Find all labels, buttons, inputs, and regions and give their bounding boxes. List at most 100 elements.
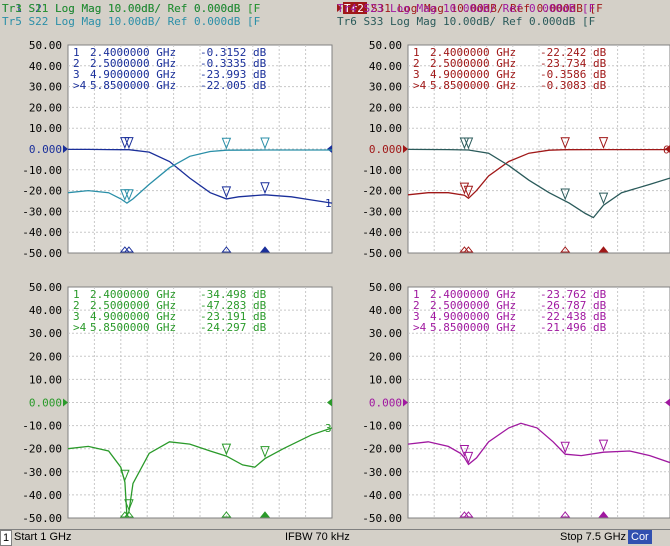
y-tick-label: 0.000 xyxy=(29,143,62,156)
stop-frequency[interactable]: Stop 7.5 GHz xyxy=(560,531,627,543)
pane-p4: Tr4 S23 Log Mag 10.00dB/ Ref 0.000dB [F 5… xyxy=(337,2,670,525)
y-tick-label: 0.000 xyxy=(369,397,402,410)
y-tick-label: -40.00 xyxy=(362,226,402,239)
stimulus-marker-icon xyxy=(463,511,474,518)
marker-triangle-icon xyxy=(463,451,474,464)
y-tick-label: -50.00 xyxy=(22,247,62,260)
marker-triangle-icon xyxy=(260,182,270,195)
y-tick-label: 10.00 xyxy=(369,373,402,386)
y-tick-label: 0.000 xyxy=(369,143,402,156)
y-tick-label: -50.00 xyxy=(362,247,402,260)
trace-s22 xyxy=(67,149,332,204)
marker-number: >4 xyxy=(73,79,87,92)
y-tick-label: 10.00 xyxy=(29,122,62,135)
marker-number: 2 xyxy=(413,299,420,312)
marker-number: 3 xyxy=(413,68,420,81)
marker-triangle-icon xyxy=(463,137,474,150)
marker-triangle-icon xyxy=(560,188,570,201)
trace-end-label: 3 xyxy=(325,422,332,435)
ref-right-icon xyxy=(327,145,332,153)
marker-number: >4 xyxy=(413,321,427,334)
pane-p2: Tr2 S31 Log Mag 10.00dB/ Ref 0.000dB [FTr… xyxy=(337,2,670,260)
stimulus-marker-icon xyxy=(259,246,271,253)
status-bar: 1 Start 1 GHz IFBW 70 kHz Stop 7.5 GHz C… xyxy=(0,529,670,546)
marker-triangle-icon xyxy=(598,439,609,452)
stimulus-marker-icon xyxy=(598,511,609,518)
y-tick-label: 20.00 xyxy=(369,101,402,114)
ref-left-icon xyxy=(63,145,68,153)
marker-number: 3 xyxy=(73,310,80,323)
trace-header: Tr4 S23 Log Mag 10.00dB/ Ref 0.000dB [F xyxy=(337,2,595,15)
ref-left-icon xyxy=(63,398,68,407)
stimulus-marker-icon xyxy=(221,246,232,253)
marker-number: 1 xyxy=(413,288,420,301)
stimulus-marker-icon xyxy=(560,511,571,518)
marker-frequency: 5.8500000 GHz xyxy=(430,321,516,334)
pane-p1: Tr1 S21 Log Mag 10.00dB/ Ref 0.000dB [FT… xyxy=(2,2,333,260)
marker-value: -21.496 dB xyxy=(540,321,607,334)
marker-value: -23.993 dB xyxy=(200,68,267,81)
trace-s31 xyxy=(407,148,670,200)
marker-value: -0.3586 dB xyxy=(540,68,607,81)
marker-value: -0.3152 dB xyxy=(200,46,267,59)
marker-frequency: 4.9000000 GHz xyxy=(430,310,516,323)
marker-value: -0.3083 dB xyxy=(540,79,607,92)
marker-triangle-icon xyxy=(221,186,232,199)
marker-value: -23.734 dB xyxy=(540,57,607,70)
marker-value: -22.438 dB xyxy=(540,310,607,323)
marker-value: -23.762 dB xyxy=(540,288,607,301)
marker-number: >4 xyxy=(73,321,87,334)
plot-area[interactable]: Tr1 S21 Log Mag 10.00dB/ Ref 0.000dB [FT… xyxy=(0,0,670,529)
trace-header: Tr6 S33 Log Mag 10.00dB/ Ref 0.000dB [F xyxy=(337,15,595,28)
marker-number: 2 xyxy=(73,57,80,70)
marker-triangle-icon xyxy=(463,185,474,198)
y-tick-label: -10.00 xyxy=(362,164,402,177)
marker-number: 1 xyxy=(73,288,80,301)
y-tick-label: 50.00 xyxy=(29,39,62,52)
y-tick-label: -20.00 xyxy=(22,443,62,456)
marker-triangle-icon xyxy=(124,499,134,512)
trace-s23 xyxy=(407,422,670,466)
marker-frequency: 4.9000000 GHz xyxy=(430,68,516,81)
y-tick-label: 40.00 xyxy=(369,60,402,73)
ref-left-icon xyxy=(403,398,408,407)
y-tick-label: 20.00 xyxy=(369,350,402,363)
trace-end-label: 1 xyxy=(325,197,332,210)
y-tick-label: 10.00 xyxy=(369,122,402,135)
trace-header: Tr5 S22 Log Mag 10.00dB/ Ref 0.000dB [F xyxy=(2,15,260,28)
y-tick-label: 20.00 xyxy=(29,101,62,114)
marker-number: 1 xyxy=(73,46,80,59)
marker-triangle-icon xyxy=(124,189,134,202)
marker-value: -22.242 dB xyxy=(540,46,607,59)
marker-frequency: 4.9000000 GHz xyxy=(90,68,176,81)
trace-end-label: 6 xyxy=(663,144,670,157)
marker-value: -24.297 dB xyxy=(200,321,267,334)
ref-right-icon xyxy=(665,398,670,407)
y-tick-label: 20.00 xyxy=(29,350,62,363)
y-tick-label: 30.00 xyxy=(369,81,402,94)
y-tick-label: -30.00 xyxy=(22,466,62,479)
marker-number: 3 xyxy=(73,68,80,81)
start-frequency[interactable]: Start 1 GHz xyxy=(14,531,72,543)
marker-triangle-icon xyxy=(260,137,270,150)
correction-badge[interactable]: Cor xyxy=(628,530,652,544)
trace-header: Tr3 S11 Log Mag 10.00dB/ Ref 0.000dB [F xyxy=(2,2,260,15)
marker-number: >4 xyxy=(413,79,427,92)
channel-number[interactable]: 1 xyxy=(0,530,12,546)
marker-value: -23.191 dB xyxy=(200,310,267,323)
y-tick-label: 50.00 xyxy=(369,281,402,294)
marker-frequency: 2.4000000 GHz xyxy=(90,288,176,301)
active-trace-tag xyxy=(343,2,367,14)
marker-triangle-icon xyxy=(120,469,130,482)
marker-frequency: 2.4000000 GHz xyxy=(430,46,516,59)
pane-p3: Tr3 S11 Log Mag 10.00dB/ Ref 0.000dB [F 5… xyxy=(2,2,333,525)
marker-triangle-icon xyxy=(459,444,470,457)
ref-right-icon xyxy=(327,398,332,407)
y-tick-label: 10.00 xyxy=(29,373,62,386)
marker-triangle-icon xyxy=(560,137,570,150)
ifbw-value[interactable]: IFBW 70 kHz xyxy=(285,531,350,543)
stimulus-marker-icon xyxy=(221,511,232,518)
marker-triangle-icon xyxy=(598,192,609,205)
y-tick-label: -30.00 xyxy=(362,466,402,479)
